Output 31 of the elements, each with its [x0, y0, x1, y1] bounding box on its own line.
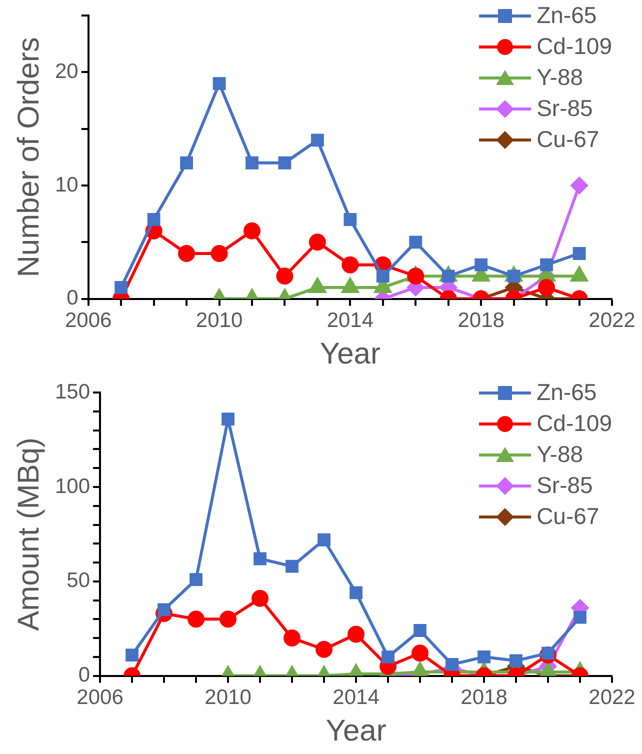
y-tick-label: 10	[55, 173, 78, 196]
x-axis-title: Year	[326, 714, 386, 748]
y-axis-title: Amount (MBq)	[12, 438, 46, 631]
y-tick-label: 20	[55, 60, 78, 84]
y-tick-label: 0	[66, 286, 78, 310]
x-tick-label: 2018	[458, 309, 504, 332]
x-axis-title: Year	[320, 337, 380, 370]
x-tick-label: 2014	[326, 309, 374, 332]
y-tick-label: 150	[54, 380, 90, 404]
legend-label: Cu-67	[536, 126, 600, 153]
legend-label: Cd-109	[536, 33, 612, 60]
legend-label: Zn-65	[536, 2, 597, 29]
x-tick-label: 2018	[460, 686, 508, 710]
x-tick-label: 2006	[65, 309, 112, 332]
legend-label: Sr-85	[536, 472, 593, 499]
legend-label: Cd-109	[536, 410, 612, 437]
legend-label: Cu-67	[536, 503, 600, 530]
x-tick-label: 2014	[332, 686, 380, 710]
y-axis-title: Number of Orders	[12, 37, 46, 278]
y-tick-label: 50	[66, 569, 90, 592]
legend-label: Sr-85	[536, 95, 593, 122]
x-tick-label: 2010	[204, 686, 252, 710]
x-tick-label: 2010	[196, 309, 243, 332]
y-tick-label: 0	[78, 664, 90, 687]
y-tick-label: 100	[54, 474, 90, 498]
legend-label: Zn-65	[536, 379, 597, 406]
x-tick-label: 2022	[588, 686, 636, 710]
x-tick-label: 2006	[76, 686, 124, 710]
legend-label: Y-88	[536, 441, 584, 468]
x-tick-label: 2022	[588, 309, 636, 332]
legend-label: Y-88	[536, 64, 584, 91]
